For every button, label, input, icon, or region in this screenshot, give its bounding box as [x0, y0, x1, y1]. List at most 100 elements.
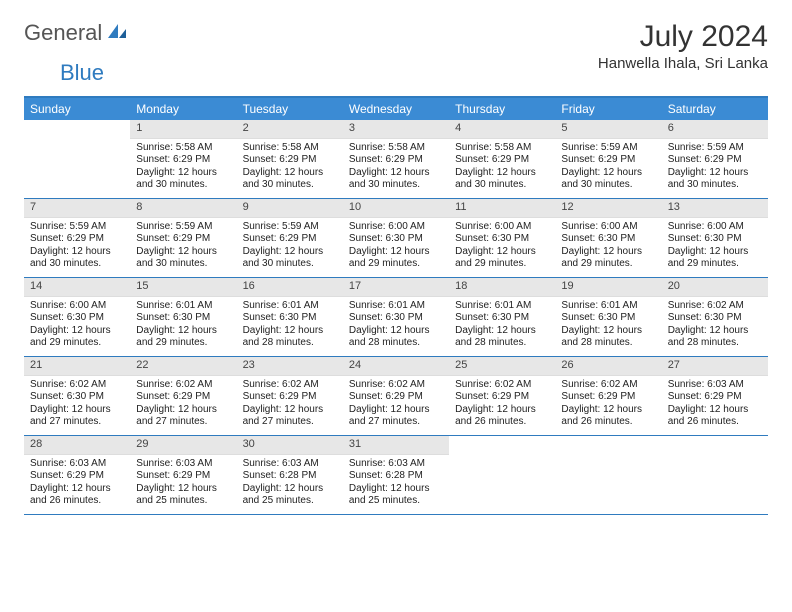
day-body: Sunrise: 6:02 AMSunset: 6:29 PMDaylight:…	[130, 376, 236, 435]
sunrise-text: Sunrise: 6:00 AM	[561, 221, 655, 234]
daylight-text: Daylight: 12 hours and 27 minutes.	[243, 404, 337, 429]
day-body: Sunrise: 6:00 AMSunset: 6:30 PMDaylight:…	[555, 218, 661, 277]
sunrise-text: Sunrise: 6:02 AM	[136, 379, 230, 392]
sunrise-text: Sunrise: 5:59 AM	[136, 221, 230, 234]
sunset-text: Sunset: 6:29 PM	[243, 233, 337, 246]
sunrise-text: Sunrise: 6:02 AM	[349, 379, 443, 392]
day-cell: 17Sunrise: 6:01 AMSunset: 6:30 PMDayligh…	[343, 278, 449, 356]
day-cell: 12Sunrise: 6:00 AMSunset: 6:30 PMDayligh…	[555, 199, 661, 277]
dow-saturday: Saturday	[662, 98, 768, 120]
daylight-text: Daylight: 12 hours and 26 minutes.	[455, 404, 549, 429]
day-number	[662, 436, 768, 440]
day-body: Sunrise: 6:00 AMSunset: 6:30 PMDaylight:…	[449, 218, 555, 277]
week-row: 1Sunrise: 5:58 AMSunset: 6:29 PMDaylight…	[24, 120, 768, 199]
dow-monday: Monday	[130, 98, 236, 120]
day-cell: 22Sunrise: 6:02 AMSunset: 6:29 PMDayligh…	[130, 357, 236, 435]
week-row: 14Sunrise: 6:00 AMSunset: 6:30 PMDayligh…	[24, 278, 768, 357]
sunrise-text: Sunrise: 6:02 AM	[30, 379, 124, 392]
sunset-text: Sunset: 6:30 PM	[30, 391, 124, 404]
calendar-page: General July 2024 Hanwella Ihala, Sri La…	[0, 0, 792, 535]
daylight-text: Daylight: 12 hours and 30 minutes.	[136, 246, 230, 271]
sunrise-text: Sunrise: 6:03 AM	[349, 458, 443, 471]
day-number: 30	[237, 436, 343, 455]
day-number	[24, 120, 130, 124]
dow-thursday: Thursday	[449, 98, 555, 120]
day-number: 17	[343, 278, 449, 297]
sunrise-text: Sunrise: 6:03 AM	[136, 458, 230, 471]
daylight-text: Daylight: 12 hours and 30 minutes.	[561, 167, 655, 192]
day-body: Sunrise: 6:01 AMSunset: 6:30 PMDaylight:…	[237, 297, 343, 356]
day-body: Sunrise: 5:59 AMSunset: 6:29 PMDaylight:…	[130, 218, 236, 277]
daylight-text: Daylight: 12 hours and 30 minutes.	[455, 167, 549, 192]
day-number: 25	[449, 357, 555, 376]
day-cell: 30Sunrise: 6:03 AMSunset: 6:28 PMDayligh…	[237, 436, 343, 514]
day-number: 27	[662, 357, 768, 376]
sunset-text: Sunset: 6:29 PM	[668, 154, 762, 167]
sunrise-text: Sunrise: 6:01 AM	[243, 300, 337, 313]
daylight-text: Daylight: 12 hours and 30 minutes.	[668, 167, 762, 192]
day-body: Sunrise: 5:58 AMSunset: 6:29 PMDaylight:…	[237, 139, 343, 198]
day-cell: 7Sunrise: 5:59 AMSunset: 6:29 PMDaylight…	[24, 199, 130, 277]
sunset-text: Sunset: 6:29 PM	[455, 391, 549, 404]
day-cell: 16Sunrise: 6:01 AMSunset: 6:30 PMDayligh…	[237, 278, 343, 356]
day-cell	[662, 436, 768, 514]
week-row: 28Sunrise: 6:03 AMSunset: 6:29 PMDayligh…	[24, 436, 768, 515]
sunrise-text: Sunrise: 6:03 AM	[668, 379, 762, 392]
daylight-text: Daylight: 12 hours and 25 minutes.	[136, 483, 230, 508]
day-number: 31	[343, 436, 449, 455]
day-body: Sunrise: 5:59 AMSunset: 6:29 PMDaylight:…	[237, 218, 343, 277]
sunrise-text: Sunrise: 6:01 AM	[561, 300, 655, 313]
daylight-text: Daylight: 12 hours and 28 minutes.	[243, 325, 337, 350]
day-body: Sunrise: 6:03 AMSunset: 6:28 PMDaylight:…	[237, 455, 343, 514]
day-number	[449, 436, 555, 440]
day-body: Sunrise: 6:01 AMSunset: 6:30 PMDaylight:…	[555, 297, 661, 356]
day-cell	[24, 120, 130, 198]
daylight-text: Daylight: 12 hours and 29 minutes.	[136, 325, 230, 350]
sunrise-text: Sunrise: 6:00 AM	[349, 221, 443, 234]
sunset-text: Sunset: 6:30 PM	[30, 312, 124, 325]
sunset-text: Sunset: 6:28 PM	[349, 470, 443, 483]
day-number: 2	[237, 120, 343, 139]
day-number: 11	[449, 199, 555, 218]
day-body: Sunrise: 6:01 AMSunset: 6:30 PMDaylight:…	[343, 297, 449, 356]
sunrise-text: Sunrise: 6:00 AM	[668, 221, 762, 234]
day-number: 4	[449, 120, 555, 139]
sunset-text: Sunset: 6:29 PM	[561, 391, 655, 404]
daylight-text: Daylight: 12 hours and 29 minutes.	[561, 246, 655, 271]
day-body: Sunrise: 6:00 AMSunset: 6:30 PMDaylight:…	[662, 218, 768, 277]
day-number: 23	[237, 357, 343, 376]
sunrise-text: Sunrise: 6:03 AM	[30, 458, 124, 471]
sunset-text: Sunset: 6:30 PM	[455, 312, 549, 325]
day-number: 10	[343, 199, 449, 218]
sunrise-text: Sunrise: 5:59 AM	[668, 142, 762, 155]
day-cell: 28Sunrise: 6:03 AMSunset: 6:29 PMDayligh…	[24, 436, 130, 514]
logo: General	[24, 20, 130, 46]
sunset-text: Sunset: 6:30 PM	[455, 233, 549, 246]
dow-sunday: Sunday	[24, 98, 130, 120]
day-body: Sunrise: 6:02 AMSunset: 6:30 PMDaylight:…	[662, 297, 768, 356]
month-title: July 2024	[598, 20, 768, 53]
day-number: 1	[130, 120, 236, 139]
sunrise-text: Sunrise: 5:59 AM	[30, 221, 124, 234]
sunset-text: Sunset: 6:30 PM	[243, 312, 337, 325]
day-number: 19	[555, 278, 661, 297]
daylight-text: Daylight: 12 hours and 29 minutes.	[349, 246, 443, 271]
day-cell: 25Sunrise: 6:02 AMSunset: 6:29 PMDayligh…	[449, 357, 555, 435]
day-cell: 26Sunrise: 6:02 AMSunset: 6:29 PMDayligh…	[555, 357, 661, 435]
day-number: 14	[24, 278, 130, 297]
dow-header-row: Sunday Monday Tuesday Wednesday Thursday…	[24, 98, 768, 120]
day-body: Sunrise: 6:03 AMSunset: 6:29 PMDaylight:…	[130, 455, 236, 514]
day-number: 18	[449, 278, 555, 297]
sunrise-text: Sunrise: 6:00 AM	[30, 300, 124, 313]
sunset-text: Sunset: 6:29 PM	[30, 470, 124, 483]
sunset-text: Sunset: 6:30 PM	[349, 233, 443, 246]
daylight-text: Daylight: 12 hours and 25 minutes.	[243, 483, 337, 508]
sunset-text: Sunset: 6:29 PM	[136, 391, 230, 404]
week-row: 21Sunrise: 6:02 AMSunset: 6:30 PMDayligh…	[24, 357, 768, 436]
sunset-text: Sunset: 6:30 PM	[349, 312, 443, 325]
day-cell: 21Sunrise: 6:02 AMSunset: 6:30 PMDayligh…	[24, 357, 130, 435]
sunset-text: Sunset: 6:29 PM	[455, 154, 549, 167]
day-number: 8	[130, 199, 236, 218]
day-body: Sunrise: 6:03 AMSunset: 6:29 PMDaylight:…	[24, 455, 130, 514]
sunset-text: Sunset: 6:29 PM	[243, 391, 337, 404]
